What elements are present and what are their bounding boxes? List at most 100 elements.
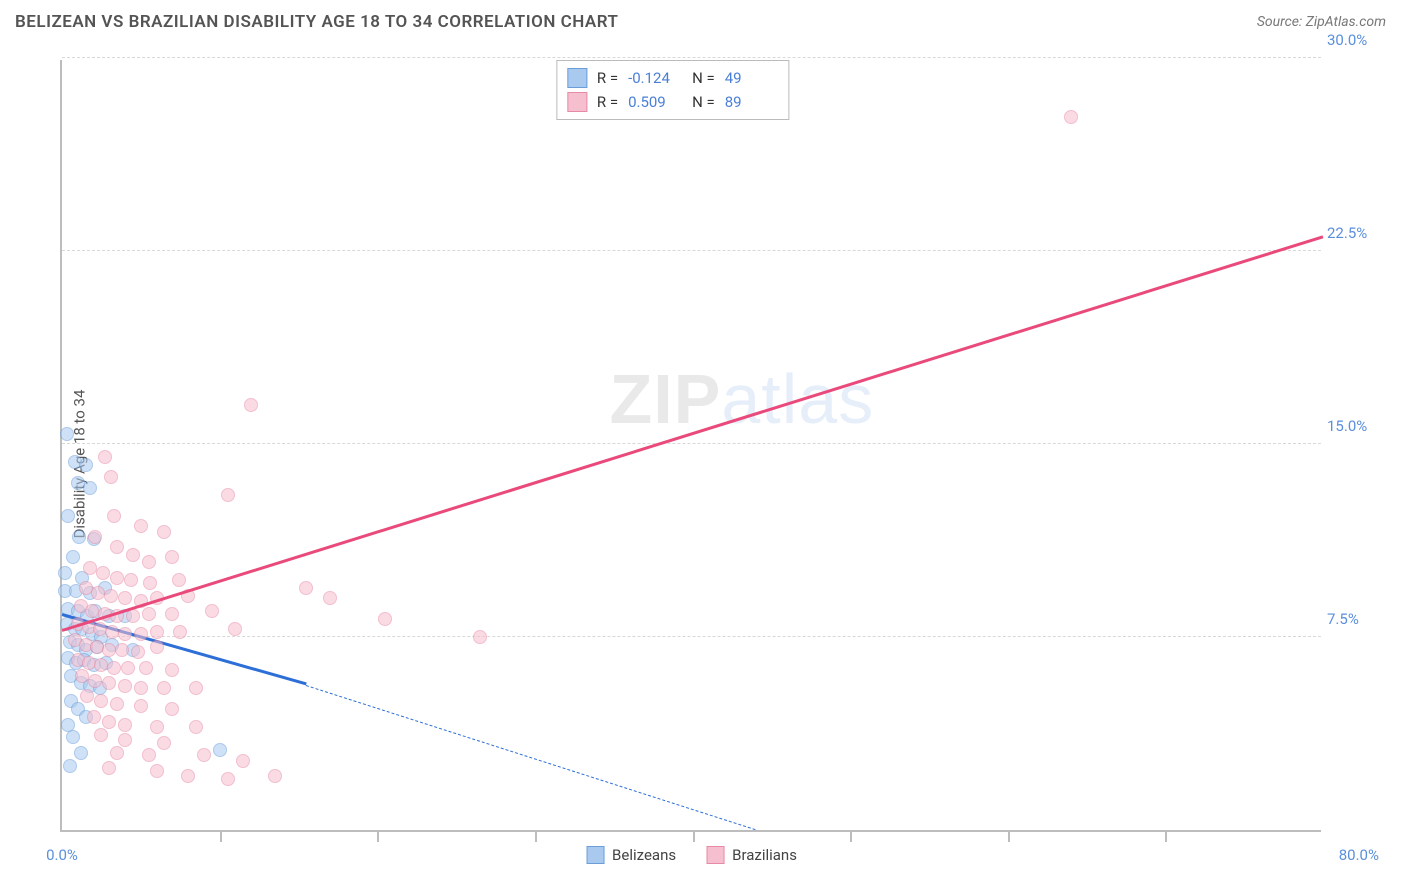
data-point xyxy=(268,769,282,783)
legend-n-label: N = xyxy=(692,93,715,111)
data-point xyxy=(228,622,242,636)
data-point xyxy=(94,728,108,742)
data-point xyxy=(66,730,80,744)
x-tick xyxy=(377,832,379,842)
data-point xyxy=(110,571,124,585)
data-point xyxy=(79,458,93,472)
data-point xyxy=(131,645,145,659)
chart-title: BELIZEAN VS BRAZILIAN DISABILITY AGE 18 … xyxy=(15,12,619,32)
data-point xyxy=(142,607,156,621)
data-point xyxy=(118,733,132,747)
data-point xyxy=(102,676,116,690)
y-tick-label: 22.5% xyxy=(1327,224,1387,242)
legend-n-value: 89 xyxy=(725,93,779,111)
data-point xyxy=(165,663,179,677)
data-point xyxy=(150,625,164,639)
gridline xyxy=(62,636,1321,637)
trend-line xyxy=(62,235,1324,632)
legend-item: Belizeans xyxy=(586,846,676,864)
legend-series: Belizeans Brazilians xyxy=(586,846,797,864)
data-point xyxy=(83,481,97,495)
data-point xyxy=(126,548,140,562)
data-point xyxy=(134,627,148,641)
x-tick xyxy=(220,832,222,842)
data-point xyxy=(110,697,124,711)
data-point xyxy=(150,720,164,734)
chart-container: Disability Age 18 to 34 ZIPatlas R = -0.… xyxy=(15,50,1391,877)
data-point xyxy=(61,509,75,523)
data-point xyxy=(157,736,171,750)
legend-n-value: 49 xyxy=(725,69,779,87)
data-point xyxy=(126,609,140,623)
x-tick xyxy=(850,832,852,842)
data-point xyxy=(94,694,108,708)
source-label: Source: ZipAtlas.com xyxy=(1257,14,1386,30)
y-tick-label: 7.5% xyxy=(1327,610,1387,628)
y-tick-label: 30.0% xyxy=(1327,31,1387,49)
data-point xyxy=(74,746,88,760)
data-point xyxy=(205,604,219,618)
data-point xyxy=(66,550,80,564)
x-tick xyxy=(1008,832,1010,842)
data-point xyxy=(80,689,94,703)
legend-stats-row: R = -0.124 N = 49 xyxy=(567,66,779,90)
data-point xyxy=(58,566,72,580)
gridline xyxy=(62,57,1321,58)
data-point xyxy=(165,702,179,716)
legend-r-value: -0.124 xyxy=(628,69,682,87)
legend-swatch xyxy=(586,846,604,864)
data-point xyxy=(150,640,164,654)
data-point xyxy=(143,576,157,590)
data-point xyxy=(121,661,135,675)
data-point xyxy=(115,643,129,657)
legend-swatch xyxy=(567,68,587,88)
legend-r-label: R = xyxy=(597,69,618,87)
data-point xyxy=(104,470,118,484)
data-point xyxy=(173,625,187,639)
legend-r-label: R = xyxy=(597,93,618,111)
data-point xyxy=(118,591,132,605)
trend-line xyxy=(306,685,756,830)
data-point xyxy=(244,398,258,412)
data-point xyxy=(139,661,153,675)
data-point xyxy=(72,530,86,544)
data-point xyxy=(165,550,179,564)
x-tick xyxy=(1165,832,1167,842)
data-point xyxy=(118,627,132,641)
data-point xyxy=(88,530,102,544)
data-point xyxy=(118,679,132,693)
x-tick-label: 80.0% xyxy=(1339,846,1379,864)
data-point xyxy=(124,573,138,587)
data-point xyxy=(165,607,179,621)
data-point xyxy=(102,761,116,775)
data-point xyxy=(118,718,132,732)
data-point xyxy=(142,555,156,569)
data-point xyxy=(378,612,392,626)
watermark: ZIPatlas xyxy=(609,359,874,439)
legend-r-value: 0.509 xyxy=(628,93,682,111)
data-point xyxy=(150,764,164,778)
legend-item: Brazilians xyxy=(706,846,797,864)
data-point xyxy=(236,754,250,768)
data-point xyxy=(96,566,110,580)
data-point xyxy=(157,681,171,695)
legend-label: Belizeans xyxy=(612,846,676,864)
gridline xyxy=(62,250,1321,251)
data-point xyxy=(134,681,148,695)
legend-label: Brazilians xyxy=(732,846,797,864)
plot-area: ZIPatlas R = -0.124 N = 49 R = 0.509 N =… xyxy=(60,60,1321,832)
data-point xyxy=(107,661,121,675)
x-tick-label: 0.0% xyxy=(46,846,78,864)
data-point xyxy=(102,715,116,729)
data-point xyxy=(142,748,156,762)
data-point xyxy=(299,581,313,595)
x-tick xyxy=(693,832,695,842)
data-point xyxy=(134,519,148,533)
data-point xyxy=(104,589,118,603)
data-point xyxy=(107,509,121,523)
data-point xyxy=(1064,110,1078,124)
data-point xyxy=(98,450,112,464)
data-point xyxy=(134,699,148,713)
legend-n-label: N = xyxy=(692,69,715,87)
x-tick xyxy=(535,832,537,842)
